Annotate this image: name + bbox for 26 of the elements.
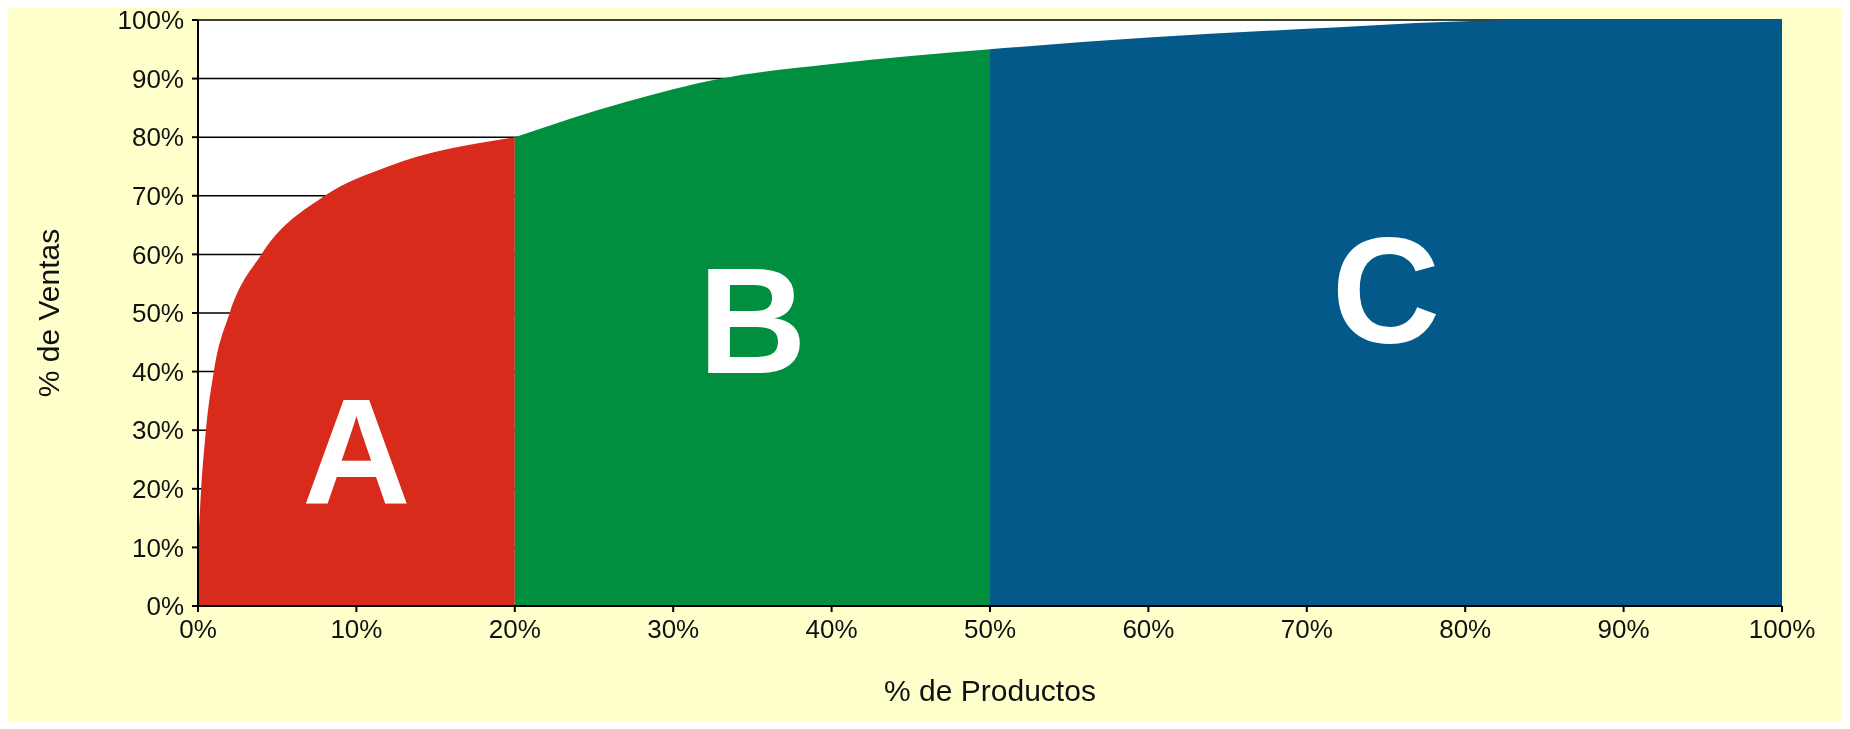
x-tick-label: 20% [488, 614, 541, 645]
y-tick-label: 40% [131, 356, 184, 387]
y-tick-label: 10% [131, 532, 184, 563]
y-tick-label: 50% [131, 298, 184, 329]
x-tick-label: 60% [1122, 614, 1175, 645]
series-label: C [1331, 207, 1441, 376]
x-tick-label: 80% [1439, 614, 1492, 645]
x-tick-label: 0% [179, 614, 217, 645]
x-axis-title: % de Productos [884, 674, 1096, 707]
series-label: B [698, 237, 807, 406]
y-tick-label: 80% [131, 122, 184, 153]
y-axis-title: % de Ventas [31, 228, 65, 398]
x-tick-label: 50% [963, 614, 1017, 645]
x-tick-label: 90% [1597, 614, 1650, 645]
x-tick-label: 10% [330, 614, 383, 645]
y-tick-label: 100% [117, 5, 184, 36]
x-tick-label: 30% [647, 614, 700, 645]
series-label: A [302, 367, 411, 536]
y-tick-label: 60% [131, 239, 184, 270]
y-tick-label: 90% [131, 63, 184, 94]
x-tick-label: 40% [805, 614, 858, 645]
x-tick-label: 100% [1748, 614, 1816, 645]
y-tick-label: 30% [131, 415, 184, 446]
y-tick-label: 70% [131, 181, 184, 212]
y-tick-label: 20% [131, 474, 184, 505]
x-tick-label: 70% [1280, 614, 1333, 645]
